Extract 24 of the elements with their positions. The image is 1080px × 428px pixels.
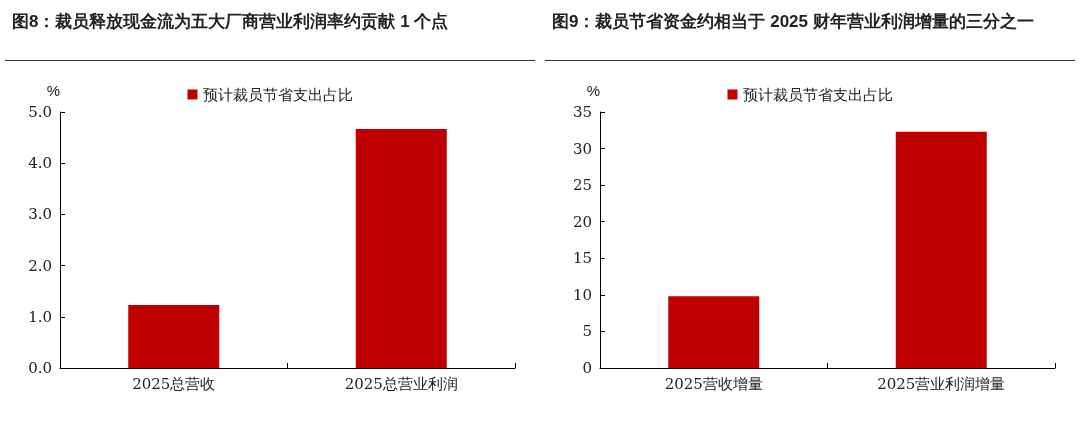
y-tick-label: 3.0 bbox=[28, 205, 52, 224]
chart-title: 图9：裁员节省资金约相当于 2025 财年营业利润增量的三分之一 bbox=[552, 11, 1034, 31]
y-tick-label: 1.0 bbox=[28, 307, 52, 326]
x-tick-label: 2025营收增量 bbox=[664, 374, 763, 393]
y-tick-label: 0.0 bbox=[28, 359, 52, 377]
legend-label: 预计裁员节省支出占比 bbox=[742, 85, 893, 104]
y-tick-label: 0 bbox=[582, 359, 592, 377]
y-tick-label: 5 bbox=[582, 322, 592, 341]
x-tick-label: 2025营业利润增量 bbox=[877, 374, 1006, 393]
x-tick-label: 2025总营业利润 bbox=[344, 374, 458, 393]
y-axis-title: % bbox=[586, 82, 600, 99]
y-tick-label: 4.0 bbox=[28, 154, 52, 173]
y-tick-label: 30 bbox=[572, 139, 592, 158]
x-tick-label: 2025总营收 bbox=[132, 374, 216, 393]
y-tick-label: 35 bbox=[572, 103, 592, 121]
y-tick-label: 10 bbox=[572, 285, 592, 304]
chart-title: 图8：裁员释放现金流为五大厂商营业利润率约贡献 1 个点 bbox=[12, 11, 449, 31]
y-tick-label: 20 bbox=[572, 212, 592, 231]
legend-label: 预计裁员节省支出占比 bbox=[202, 85, 353, 104]
y-tick-label: 2.0 bbox=[28, 256, 52, 275]
y-axis-title: % bbox=[46, 82, 60, 99]
y-tick-label: 5.0 bbox=[28, 103, 52, 121]
y-tick-label: 25 bbox=[572, 176, 592, 195]
y-tick-label: 15 bbox=[572, 249, 592, 268]
